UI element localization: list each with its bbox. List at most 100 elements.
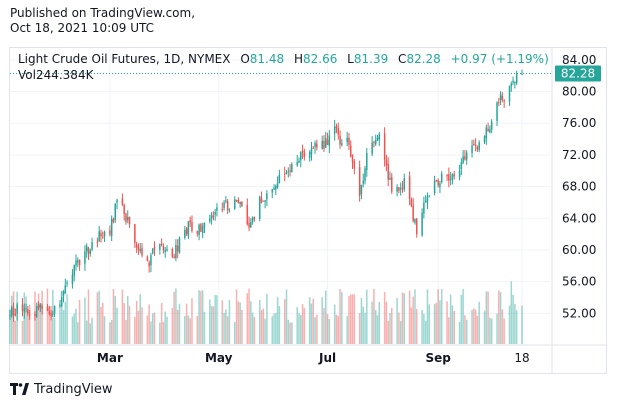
volume-bar [389, 313, 391, 344]
volume-bar [264, 318, 266, 344]
candle-body [308, 151, 311, 158]
volume-bar [289, 322, 291, 344]
candle-body [503, 100, 505, 102]
candle-body [128, 216, 131, 225]
volume-bar [36, 315, 38, 344]
volume-bar [178, 303, 181, 344]
volume-bar [146, 315, 149, 344]
volume-bar [60, 298, 63, 344]
candle-body [112, 219, 115, 222]
volume-bar [237, 301, 240, 344]
candle-body [508, 86, 511, 102]
volume-bar [9, 309, 11, 344]
volume-bar [439, 300, 441, 344]
volume-bar [424, 320, 427, 344]
candle-body [421, 212, 423, 236]
volume-bar [271, 316, 274, 344]
candle-body [353, 161, 356, 169]
volume-bar [453, 310, 455, 344]
volume-bar [260, 309, 263, 344]
volume-bar [128, 305, 131, 344]
volume-bar [139, 294, 141, 344]
candle-body [171, 249, 174, 257]
volume-bar [91, 317, 93, 344]
candle-body [226, 201, 229, 210]
tradingview-brand[interactable]: TradingView [10, 382, 113, 398]
candle-body [241, 202, 243, 207]
volume-bar [50, 306, 52, 344]
candle-body [114, 203, 117, 221]
candle-body [374, 140, 377, 145]
candle-body [71, 274, 74, 285]
candle-body [21, 304, 24, 311]
candle-body [296, 161, 298, 166]
volume-bar [250, 301, 252, 344]
open-label: O [240, 52, 250, 66]
candle-body [150, 255, 152, 266]
volume-bar [173, 291, 175, 344]
candle-body [141, 247, 143, 256]
candle-body [200, 224, 202, 232]
volume-bar [448, 317, 450, 344]
candle-body [262, 200, 265, 202]
candle-body [396, 187, 398, 192]
candlestick-chart[interactable]: 52.00 56.00 60.00 64.00 68.00 72.00 76.00 80.00… [0, 0, 618, 378]
low-value: 81.39 [353, 52, 389, 66]
candle-body [216, 207, 218, 211]
candle-body [366, 153, 368, 171]
volume-bar [166, 316, 168, 344]
candle-body [23, 309, 26, 313]
high-value: 82.66 [302, 52, 338, 66]
candle-body [439, 183, 441, 187]
candle-body [403, 178, 406, 190]
volume-bar [78, 299, 81, 344]
ohlc-legend: Light Crude Oil Futures, 1D, NYMEX O81.4… [18, 52, 549, 67]
candle-body [85, 245, 88, 252]
candle-body [237, 199, 240, 204]
low-label: L [347, 52, 354, 66]
volume-bar [387, 320, 389, 344]
candle-body [191, 222, 193, 232]
volume-bar [300, 315, 302, 344]
volume-bar [337, 316, 340, 344]
candle-body [303, 151, 306, 157]
candle-body [225, 200, 227, 202]
candle-body [398, 187, 400, 191]
x-tick-label-4: 18 [514, 351, 529, 365]
volume-bar [62, 310, 65, 344]
candle-body [323, 140, 325, 149]
volume-bar [333, 304, 336, 344]
change-value: +0.97 (+1.19%) [450, 52, 549, 66]
candle-body [160, 244, 163, 246]
volume-bar [251, 312, 254, 344]
candle-body [221, 208, 224, 210]
candle-body [389, 178, 391, 180]
candle-body [464, 156, 466, 160]
volume-bar [112, 289, 115, 344]
candle-body [328, 135, 331, 147]
candle-body [471, 145, 473, 153]
candle-body [474, 144, 477, 146]
volume-bar [175, 288, 177, 344]
volume-bar [225, 309, 227, 344]
volume-bar [100, 306, 102, 344]
volume-bar [512, 294, 514, 344]
candle-body [498, 101, 500, 103]
volume-bar [362, 306, 364, 344]
volume-bar [126, 295, 129, 344]
volume-bar [421, 309, 423, 344]
volume-bar [223, 313, 225, 344]
candle-body [103, 231, 106, 237]
candle-body [210, 215, 213, 219]
y-tick-label-6: 76.00 [562, 116, 596, 130]
candle-body [196, 231, 199, 234]
volume-bar [248, 288, 250, 344]
candle-body [298, 160, 300, 163]
volume-bar [360, 297, 363, 344]
candle-body [77, 260, 79, 263]
candle-body [428, 195, 430, 197]
volume-bar [449, 294, 452, 344]
candle-body [383, 133, 386, 160]
volume-bar [287, 319, 290, 344]
volume-bar [41, 290, 43, 344]
